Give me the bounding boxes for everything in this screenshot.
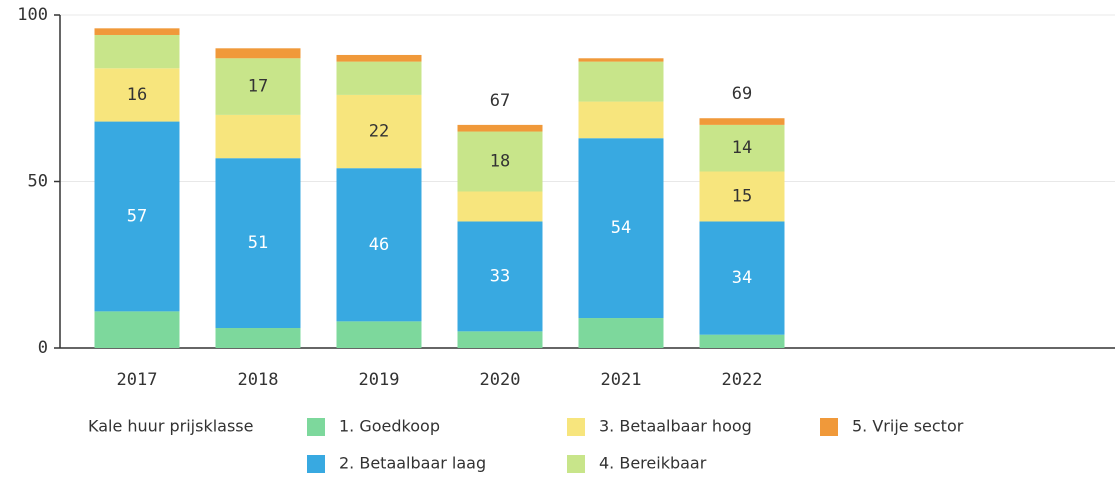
bar-segment bbox=[578, 61, 664, 102]
bar-segment bbox=[578, 101, 664, 139]
bar-segment bbox=[578, 318, 664, 348]
bar-segment bbox=[699, 171, 785, 222]
total-label: 69 bbox=[732, 84, 752, 104]
x-tick-label: 2018 bbox=[238, 370, 279, 390]
bar-segment bbox=[457, 131, 543, 192]
bar-segment bbox=[215, 58, 301, 115]
value-label: 34 bbox=[732, 268, 752, 288]
bar-segment bbox=[699, 124, 785, 172]
bar-segment bbox=[457, 124, 543, 132]
legend-swatch bbox=[567, 455, 585, 473]
y-tick-label: 0 bbox=[38, 338, 48, 358]
bar-segment bbox=[336, 168, 422, 322]
value-label: 17 bbox=[248, 77, 268, 97]
legend-label: 1. Goedkoop bbox=[339, 417, 440, 436]
bar-segment bbox=[94, 121, 180, 312]
value-label: 15 bbox=[732, 186, 752, 206]
bar-segment bbox=[215, 328, 301, 348]
bar-segment bbox=[699, 221, 785, 335]
legend-swatch bbox=[567, 418, 585, 436]
y-tick-label: 100 bbox=[17, 5, 48, 25]
x-tick-label: 2022 bbox=[722, 370, 763, 390]
bar-segment bbox=[457, 221, 543, 332]
value-label: 46 bbox=[369, 235, 389, 255]
bar-segment bbox=[457, 331, 543, 348]
value-label: 16 bbox=[127, 85, 147, 105]
value-label: 54 bbox=[611, 218, 631, 238]
x-tick-label: 2021 bbox=[601, 370, 642, 390]
x-tick-label: 2020 bbox=[480, 370, 521, 390]
legend-label: 4. Bereikbaar bbox=[599, 454, 707, 473]
bar-segment bbox=[336, 61, 422, 95]
value-label: 22 bbox=[369, 122, 389, 142]
bar-segment bbox=[457, 191, 543, 222]
bar-segment bbox=[94, 34, 180, 69]
legend-label: 3. Betaalbaar hoog bbox=[599, 417, 752, 436]
bar-segment bbox=[699, 118, 785, 125]
value-label: 57 bbox=[127, 206, 147, 226]
value-label: 14 bbox=[732, 138, 752, 158]
bar-segment bbox=[94, 68, 180, 122]
bar-segment bbox=[336, 94, 422, 169]
bar-segment bbox=[215, 48, 301, 59]
y-tick-label: 50 bbox=[28, 172, 48, 192]
bar-segment bbox=[94, 28, 180, 35]
bar-segment bbox=[94, 311, 180, 348]
bar-segment bbox=[215, 158, 301, 329]
legend-label: 2. Betaalbaar laag bbox=[339, 454, 486, 473]
legend-swatch bbox=[820, 418, 838, 436]
legend-swatch bbox=[307, 418, 325, 436]
legend-swatch bbox=[307, 455, 325, 473]
x-tick-label: 2017 bbox=[117, 370, 158, 390]
bar-segment bbox=[336, 54, 422, 62]
value-label: 18 bbox=[490, 152, 510, 172]
value-label: 33 bbox=[490, 266, 510, 286]
bar-segment bbox=[578, 138, 664, 319]
x-tick-label: 2019 bbox=[359, 370, 400, 390]
bar-segment bbox=[336, 321, 422, 348]
bar-segment bbox=[699, 334, 785, 348]
total-label: 67 bbox=[490, 91, 510, 111]
legend-label: 5. Vrije sector bbox=[852, 417, 964, 436]
value-label: 51 bbox=[248, 233, 268, 253]
bar-segment bbox=[578, 58, 664, 62]
bar-segment bbox=[215, 114, 301, 159]
legend-title: Kale huur prijsklasse bbox=[88, 417, 253, 436]
